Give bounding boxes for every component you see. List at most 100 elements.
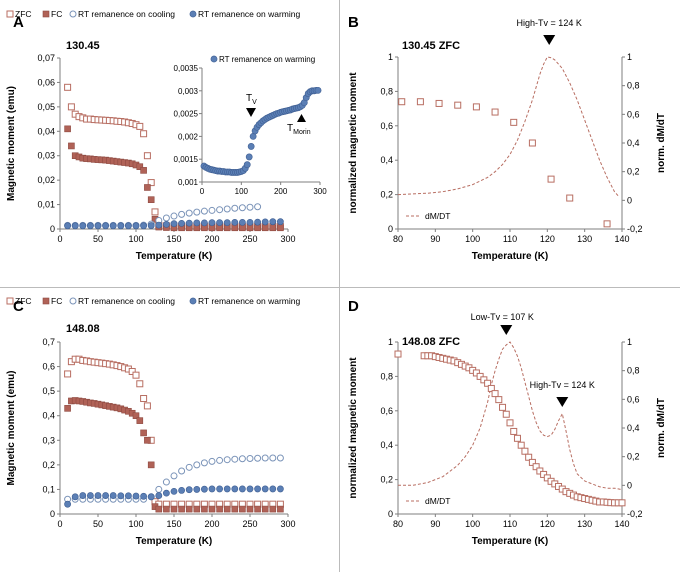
y-tick-label: 0 (388, 509, 393, 519)
data-point (147, 222, 155, 229)
x-tick-label: 100 (465, 234, 480, 244)
data-point (261, 485, 269, 493)
chart-title: 130.45 ZFC (402, 40, 460, 52)
y2-axis-title: norm. dM/dT (656, 398, 667, 458)
data-point (64, 405, 71, 412)
inset-y-tick-label: 0,0025 (174, 110, 199, 119)
x-tick-label: 110 (503, 519, 517, 529)
y-tick-label: 0,03 (37, 151, 55, 161)
data-point (618, 499, 626, 507)
dmdt-line (397, 56, 619, 197)
data-point (416, 98, 424, 106)
data-point (185, 505, 193, 513)
y-tick-label: 0,8 (380, 371, 393, 381)
data-point (200, 459, 208, 467)
data-point (435, 99, 443, 107)
x-axis-title: Temperature (K) (472, 536, 549, 547)
x-tick-label: 50 (93, 234, 103, 244)
y-tick-label: 0,4 (42, 411, 55, 421)
data-point (162, 478, 170, 486)
data-point (208, 206, 216, 214)
tv-arrow-icon (246, 108, 256, 117)
data-point (185, 486, 193, 494)
horizontal-divider (0, 287, 680, 288)
y-tick-label: 0,8 (380, 86, 393, 96)
legend-marker (189, 10, 197, 18)
data-point (64, 222, 71, 230)
x-tick-label: 120 (540, 234, 555, 244)
data-point (521, 447, 529, 455)
data-point (277, 505, 284, 513)
data-point (143, 152, 151, 160)
y-axis-title: normalized magnetic moment (348, 357, 359, 499)
data-point (124, 492, 132, 500)
data-point (193, 461, 201, 469)
legend-label: FC (51, 296, 62, 306)
data-point (64, 370, 72, 378)
y-tick-label: 0 (50, 509, 55, 519)
data-point (128, 367, 136, 375)
data-point (140, 222, 147, 230)
x-tick-label: 100 (465, 519, 480, 529)
data-point (200, 219, 208, 227)
data-point (201, 505, 208, 513)
data-point (144, 436, 151, 444)
data-point (246, 485, 254, 493)
low-tv-label: Low-Tv = 107 K (471, 312, 534, 322)
panel-letter-b: B (348, 14, 359, 31)
data-point (510, 427, 518, 435)
data-point (208, 505, 216, 513)
y2-tick-label: 1 (627, 337, 632, 347)
data-point (68, 142, 75, 150)
data-point (491, 390, 499, 398)
data-point (64, 83, 72, 91)
inset-data-point (247, 143, 255, 150)
data-point (143, 402, 151, 410)
data-point (144, 184, 151, 191)
panel-letter-d: D (348, 298, 359, 315)
data-point (147, 179, 155, 187)
data-point (200, 207, 208, 215)
data-point (163, 505, 170, 513)
y-tick-label: 0,2 (380, 475, 393, 485)
data-point (170, 487, 178, 495)
high-tv-arrow-icon (556, 397, 569, 407)
data-point (170, 220, 178, 228)
x-axis-title: Temperature (K) (136, 251, 213, 262)
data-point (517, 441, 525, 449)
data-point (155, 492, 163, 499)
data-point (269, 485, 277, 493)
series-rt-remanence-on-warming (64, 485, 284, 508)
inset-x-tick-label: 200 (274, 187, 288, 196)
y2-tick-label: 0 (627, 195, 632, 205)
x-tick-label: 250 (242, 519, 257, 529)
data-point (162, 489, 170, 497)
x-tick-label: 110 (503, 234, 517, 244)
data-point (185, 219, 193, 227)
y-tick-label: 0,6 (42, 362, 55, 372)
data-point (216, 505, 223, 513)
tmorin-sub: Morin (293, 129, 311, 136)
data-point (193, 219, 201, 227)
data-point (87, 222, 94, 230)
legend-marker (69, 297, 77, 305)
data-point (132, 222, 140, 230)
data-point (532, 463, 540, 471)
data-point (238, 485, 246, 493)
high-tv-label: High-Tv = 124 K (530, 380, 595, 390)
y2-tick-label: 0,2 (627, 167, 640, 177)
peak-label: High-Tv = 124 K (517, 18, 582, 28)
x-tick-label: 150 (166, 234, 181, 244)
x-tick-label: 80 (393, 519, 403, 529)
y-tick-label: 0 (388, 224, 393, 234)
legend-label: ZFC (15, 296, 32, 306)
data-point (102, 492, 109, 499)
data-point (454, 101, 462, 109)
data-point (117, 492, 125, 500)
data-point (231, 219, 239, 226)
y-tick-label: 0,05 (37, 102, 55, 112)
data-point (547, 175, 555, 183)
chart-title: 148.08 (66, 323, 100, 335)
data-point (277, 224, 284, 232)
